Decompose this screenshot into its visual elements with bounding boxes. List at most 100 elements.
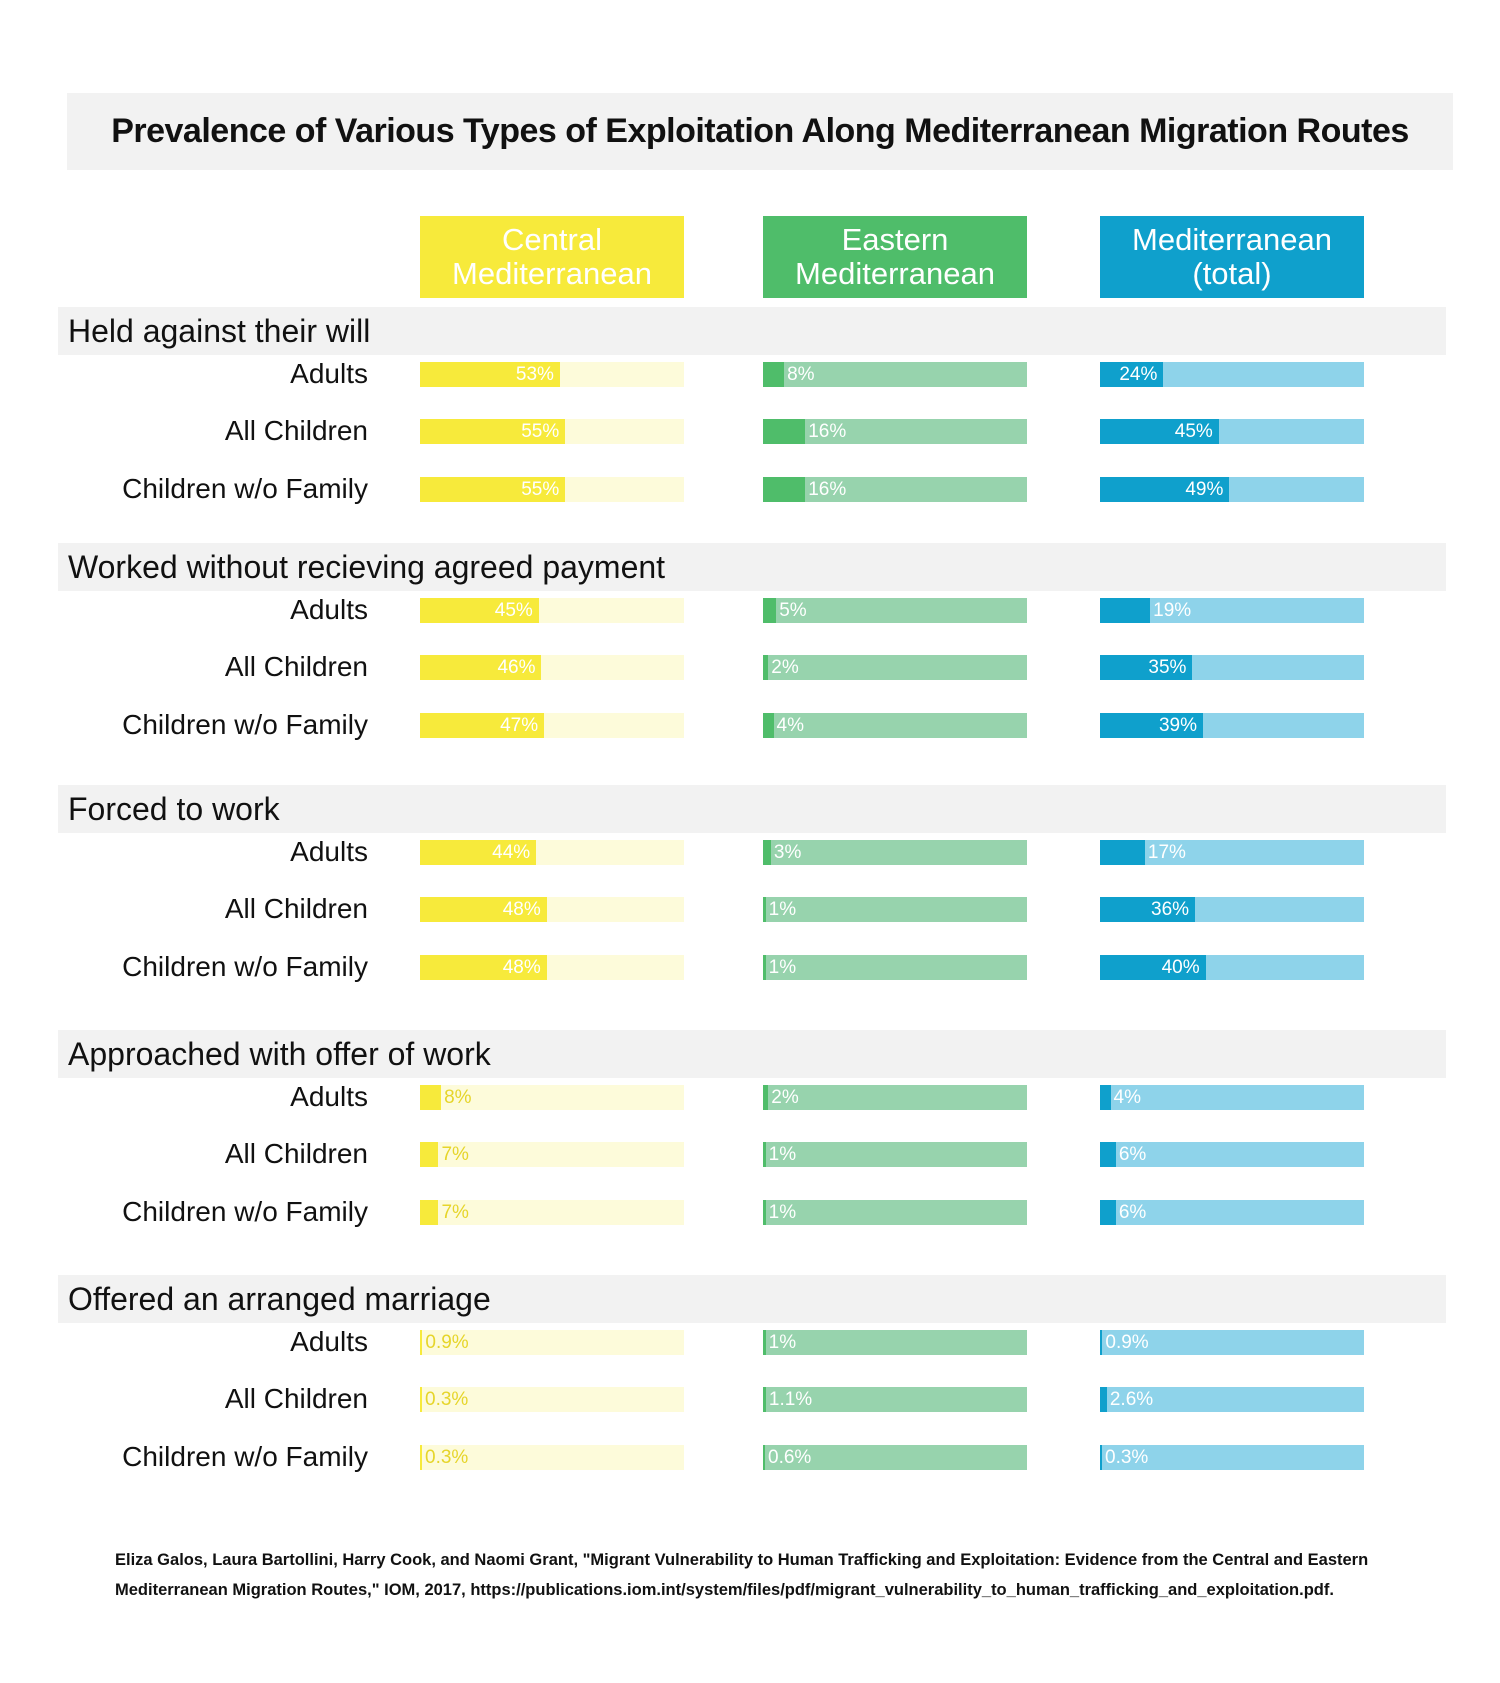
bar-track: 1% bbox=[763, 897, 1027, 922]
bar-track: 2.6% bbox=[1100, 1387, 1364, 1412]
bar-fill bbox=[763, 713, 774, 738]
bar-value-label: 4% bbox=[776, 715, 805, 736]
bar-fill bbox=[420, 840, 537, 865]
chart-title: Prevalence of Various Types of Exploitat… bbox=[111, 112, 1409, 150]
bar-track: 1% bbox=[763, 955, 1027, 980]
bar-value-label: 1% bbox=[768, 1332, 797, 1353]
bar-track: 0.9% bbox=[1100, 1330, 1364, 1355]
bar-track: 4% bbox=[763, 713, 1027, 738]
source-citation: Eliza Galos, Laura Bartollini, Harry Coo… bbox=[115, 1551, 1369, 1599]
bar-fill bbox=[1100, 955, 1206, 980]
bar-track: 4% bbox=[1100, 1085, 1364, 1110]
bar-value-label: 5% bbox=[779, 600, 807, 621]
category-band: Worked without recieving agreed payment bbox=[58, 543, 1446, 591]
row-label: Children w/o Family bbox=[122, 951, 368, 982]
bar-value-label: 6% bbox=[1118, 1144, 1147, 1165]
bar-value-label: 2.6% bbox=[1109, 1389, 1154, 1410]
bar-fill bbox=[763, 1387, 766, 1412]
bar-value-label: 55% bbox=[521, 421, 560, 442]
bar-track: 16% bbox=[763, 477, 1027, 502]
bar-fill bbox=[763, 897, 766, 922]
bar-track: 19% bbox=[1100, 598, 1364, 623]
row-label: Children w/o Family bbox=[122, 1441, 368, 1472]
bar-track: 0.3% bbox=[420, 1387, 684, 1412]
bar-track: 7% bbox=[420, 1142, 684, 1167]
bar-fill bbox=[763, 362, 785, 387]
bar-track: 55% bbox=[420, 419, 684, 444]
bar-value-label: 8% bbox=[444, 1087, 472, 1108]
bar-value-label: 1.1% bbox=[768, 1389, 813, 1410]
bar-value-label: 0.9% bbox=[425, 1332, 469, 1353]
bar-track: 45% bbox=[1100, 419, 1364, 444]
bar-track: 0.3% bbox=[420, 1445, 684, 1470]
bar-value-label: 2% bbox=[771, 1087, 799, 1108]
bar-value-label: 1% bbox=[768, 957, 797, 978]
bar-value-label: 49% bbox=[1185, 479, 1224, 500]
column-header-2: Eastern Mediterranean bbox=[763, 216, 1027, 298]
column-header-label: Eastern Mediterranean bbox=[795, 222, 995, 291]
bar-value-label: 0.3% bbox=[425, 1389, 469, 1410]
bar-track: 49% bbox=[1100, 477, 1364, 502]
row-label: Children w/o Family bbox=[122, 473, 368, 504]
row-label: All Children bbox=[224, 1383, 368, 1414]
bar-fill bbox=[420, 1330, 423, 1355]
bar-track: 53% bbox=[420, 362, 684, 387]
bar-track: 39% bbox=[1100, 713, 1364, 738]
bar-fill bbox=[1100, 1085, 1111, 1110]
bar-track: 3% bbox=[763, 840, 1027, 865]
bar-fill bbox=[1100, 598, 1151, 623]
bar-value-label: 55% bbox=[521, 479, 560, 500]
row-label: All Children bbox=[224, 651, 368, 682]
row-label: Adults bbox=[290, 1081, 368, 1112]
bar-value-label: 0.3% bbox=[1105, 1447, 1149, 1468]
bar-fill bbox=[1100, 840, 1145, 865]
bar-value-label: 0.9% bbox=[1105, 1332, 1149, 1353]
bar-value-label: 35% bbox=[1148, 657, 1187, 678]
bar-fill bbox=[420, 362, 560, 387]
bar-fill bbox=[763, 598, 777, 623]
bar-value-label: 16% bbox=[808, 421, 847, 442]
bar-fill bbox=[1100, 1142, 1116, 1167]
bar-track: 40% bbox=[1100, 955, 1364, 980]
bar-fill bbox=[763, 477, 806, 502]
bar-fill bbox=[1100, 419, 1219, 444]
bar-fill bbox=[1100, 362, 1164, 387]
bar-track: 2% bbox=[763, 655, 1027, 680]
bar-value-label: 53% bbox=[515, 364, 554, 385]
bar-fill bbox=[420, 1085, 442, 1110]
category-title: Approached with offer of work bbox=[68, 1036, 491, 1072]
bar-track: 48% bbox=[420, 897, 684, 922]
bar-track: 46% bbox=[420, 655, 684, 680]
bar-fill bbox=[1100, 1200, 1116, 1225]
bar-fill bbox=[420, 477, 566, 502]
row-label: Adults bbox=[290, 1326, 368, 1357]
bar-track: 1% bbox=[763, 1330, 1027, 1355]
bar-value-label: 45% bbox=[494, 600, 533, 621]
bar-track: 35% bbox=[1100, 655, 1364, 680]
bar-value-label: 7% bbox=[441, 1202, 469, 1223]
bar-value-label: 0.6% bbox=[768, 1447, 812, 1468]
bar-value-label: 17% bbox=[1147, 842, 1186, 863]
row-label: Adults bbox=[290, 358, 368, 389]
bar-track: 47% bbox=[420, 713, 684, 738]
bar-value-label: 2% bbox=[771, 657, 799, 678]
category-title: Offered an arranged marriage bbox=[68, 1281, 491, 1317]
bar-fill bbox=[420, 419, 566, 444]
row-label: All Children bbox=[224, 1138, 368, 1169]
bar-track: 8% bbox=[763, 362, 1027, 387]
row-label: All Children bbox=[224, 893, 368, 924]
bar-fill bbox=[1100, 1445, 1102, 1470]
column-header-label: Central Mediterranean bbox=[452, 222, 652, 291]
bar-fill bbox=[763, 1085, 769, 1110]
category-title: Held against their will bbox=[68, 313, 371, 349]
category-band: Held against their will bbox=[58, 307, 1446, 355]
bar-fill bbox=[420, 897, 547, 922]
category-band: Approached with offer of work bbox=[58, 1030, 1446, 1078]
row-label: Adults bbox=[290, 594, 368, 625]
column-header-3: Mediterranean (total) bbox=[1100, 216, 1364, 298]
bar-fill bbox=[420, 1445, 422, 1470]
row-label: Children w/o Family bbox=[122, 709, 368, 740]
bar-track: 48% bbox=[420, 955, 684, 980]
bar-track: 0.9% bbox=[420, 1330, 684, 1355]
bar-value-label: 47% bbox=[500, 715, 539, 736]
